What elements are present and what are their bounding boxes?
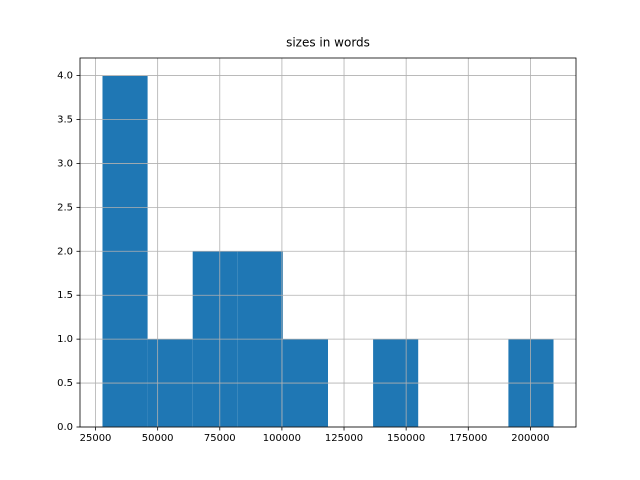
y-tick-label: 0.0 (57, 422, 73, 433)
y-tick-label: 2.5 (57, 202, 73, 213)
x-tick-label: 50000 (142, 433, 174, 444)
x-tick-label: 25000 (80, 433, 112, 444)
x-tick-label: 175000 (449, 433, 487, 444)
y-tick-label: 1.5 (57, 290, 73, 301)
y-tick-label: 3.0 (57, 158, 73, 169)
y-tick-label: 3.5 (57, 115, 73, 126)
y-tick-label: 0.5 (57, 378, 73, 389)
x-tick-label: 200000 (511, 433, 549, 444)
y-tick-label: 1.0 (57, 334, 73, 345)
chart-title: sizes in words (286, 36, 370, 50)
x-tick-label: 150000 (387, 433, 425, 444)
x-tick-label: 125000 (325, 433, 363, 444)
plot-frame (79, 57, 577, 428)
y-tick-label: 4.0 (57, 71, 73, 82)
y-tick-label: 2.0 (57, 246, 73, 257)
x-tick-label: 75000 (204, 433, 236, 444)
x-tick-label: 100000 (263, 433, 301, 444)
